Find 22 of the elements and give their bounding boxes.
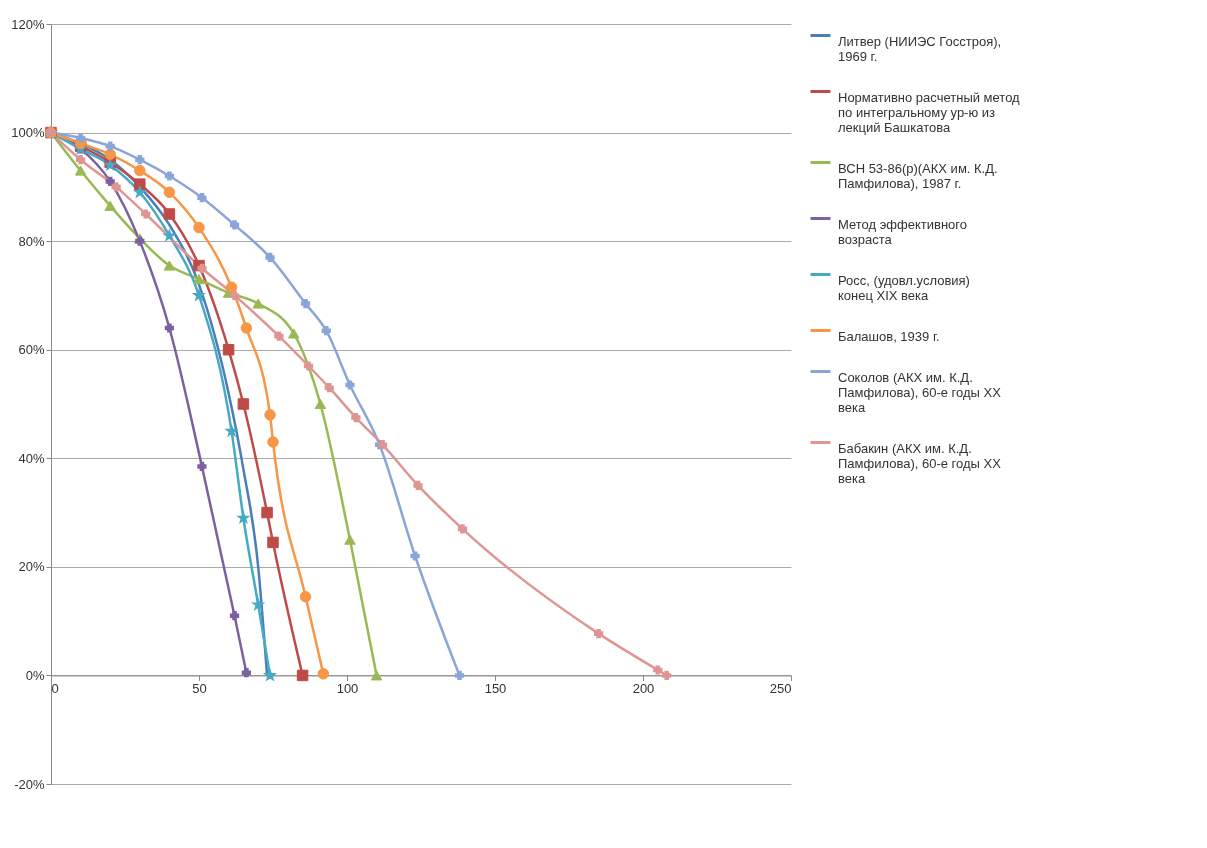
legend-label: ВСН 53-86(р)(АКХ им. К.Д. Памфилова), 1987 г. [838,160,998,191]
x-tick-label: 50 [192,680,207,696]
x-tick-label: 0 [51,680,59,696]
y-tick-label: 0% [25,667,45,683]
x-tick-label: 250 [769,680,792,696]
legend-label: Литвер (НИИЭС Госстроя), 1969 г. [838,33,1002,64]
legend-label: Соколов (АКХ им. К.Д. Памфилова), 60-е годы XX века [838,369,1002,415]
y-tick-label: 60% [18,342,45,358]
legend-label: Метод эффективного возраста [838,216,968,247]
legend-label: Нормативно расчетный метод по интегральному ур-ю из лекций Башкатова [838,89,1021,135]
y-tick-label: 20% [18,559,45,575]
y-tick-label: 40% [18,450,45,466]
legend-label: Бабакин (АКХ им. К.Д. Памфилова), 60-е годы XX века [838,440,1002,486]
legend-label: Росс, (удовл.условия) конец XIX века [838,272,970,303]
legend-label: Балашов, 1939 г. [838,328,940,344]
x-tick-label: 100 [336,680,359,696]
y-tick-label: 100% [11,125,45,141]
y-tick-label: 80% [18,233,45,249]
x-tick-label: 150 [484,680,507,696]
y-tick-label: -20% [14,776,45,792]
x-tick-label: 200 [632,680,655,696]
y-tick-label: 120% [11,16,45,32]
